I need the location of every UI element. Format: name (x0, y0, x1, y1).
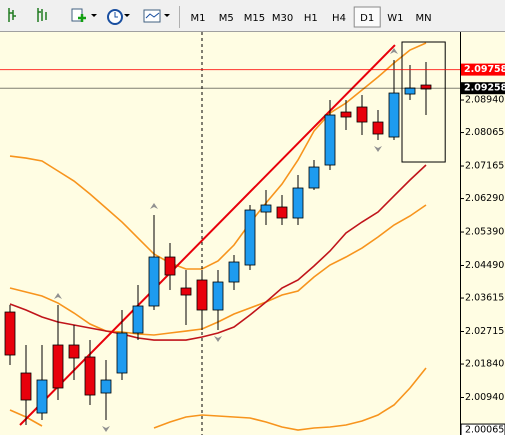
candle-body (132, 305, 144, 334)
indicator-line (9, 164, 427, 341)
clock-hand (114, 12, 118, 18)
timeframe-buttons[interactable]: M1 M5 M15 M30 H1 H4 D1 W1 MN (191, 6, 432, 28)
timeframe-button[interactable]: D1 (360, 13, 374, 24)
candle-body (116, 332, 128, 374)
candle-body (212, 281, 224, 311)
timeframe-button[interactable]: H4 (332, 13, 346, 24)
candle-chart-icon[interactable] (37, 8, 47, 22)
timeframe-button[interactable]: M1 (191, 13, 206, 24)
price-label-box (461, 63, 505, 76)
y-tick-label: 2.03615 (465, 293, 504, 304)
candle-body (244, 209, 256, 266)
timeframe-button[interactable]: M5 (219, 13, 234, 24)
bar-chart-icon[interactable] (8, 8, 16, 22)
new-chart-plus (78, 14, 86, 22)
candle-body (260, 204, 272, 213)
candle-body (84, 356, 96, 396)
fractal-up (150, 202, 158, 209)
timeframe-button[interactable]: MN (416, 13, 432, 24)
timeframe-button[interactable]: W1 (387, 13, 403, 24)
dropdown-arrow (164, 14, 170, 17)
candle-body (148, 256, 160, 307)
dropdown-arrow (91, 14, 97, 17)
y-tick-box (460, 423, 505, 435)
candle-body (420, 84, 432, 90)
candle-body (164, 256, 176, 276)
candle-body (324, 114, 336, 166)
candle-body (196, 279, 208, 311)
timeframe-button[interactable]: M15 (244, 13, 265, 24)
rectangle-object (401, 41, 446, 163)
candle-body (276, 206, 288, 219)
plot (4, 32, 446, 435)
candle-body (372, 121, 384, 135)
y-tick-label: 2.05390 (465, 227, 504, 238)
fractal-down (102, 426, 110, 433)
fractal-down (214, 336, 222, 343)
fractal-up (54, 292, 62, 299)
fractal-up (390, 48, 398, 55)
candle-body (36, 379, 48, 414)
candle-body (356, 106, 368, 123)
candle-body (228, 261, 240, 283)
price-label: 2.09758 (464, 64, 505, 75)
candle-body (292, 187, 304, 219)
fractal-down (374, 146, 382, 153)
trend-line (19, 44, 396, 426)
template-line (145, 12, 160, 19)
candle-body (4, 311, 16, 356)
candle-body (20, 372, 32, 401)
y-tick-label: 2.04490 (465, 260, 504, 271)
y-tick-label: 2.00065 (465, 425, 504, 435)
price-axis-area (460, 32, 505, 435)
candle-body (100, 379, 112, 394)
timeframe-button[interactable]: H1 (304, 13, 318, 24)
candle-body (52, 344, 64, 389)
y-tick-label: 2.06290 (465, 193, 504, 204)
toolbar (0, 0, 505, 32)
y-tick-label: 2.08940 (465, 95, 504, 106)
price-label: 2.09258 (464, 83, 505, 94)
y-tick-label: 2.08065 (465, 127, 504, 138)
chart-type-buttons[interactable] (8, 6, 180, 28)
price-label-box (461, 82, 505, 95)
candle-body (180, 287, 192, 296)
candle-body (340, 111, 352, 118)
y-tick-label: 2.01840 (465, 359, 504, 370)
indicator-line (9, 42, 427, 270)
y-tick-label: 2.00940 (465, 392, 504, 403)
candle-body (68, 344, 80, 359)
y-tick-label: 2.02715 (465, 326, 504, 337)
timeframe-button[interactable]: M30 (272, 13, 293, 24)
dropdown-arrow (124, 14, 130, 17)
candle-body (388, 92, 400, 138)
candle-body (404, 87, 416, 95)
timeframe-active (353, 6, 381, 28)
candle-body (308, 166, 320, 189)
y-tick-label: 2.07165 (465, 161, 504, 172)
